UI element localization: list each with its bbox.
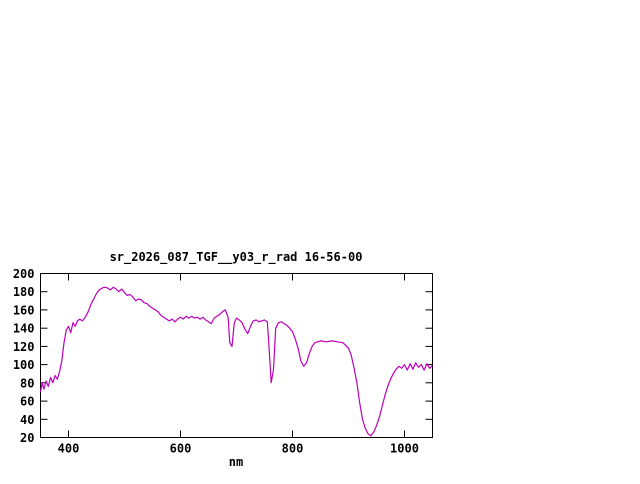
data-series-line <box>39 286 433 437</box>
y-tick-label: 120 <box>13 340 35 354</box>
y-tick-label: 100 <box>13 358 35 372</box>
y-tick-label: 80 <box>20 376 34 390</box>
y-tick-label: 40 <box>20 413 34 427</box>
ticks-layer: 400 600 800 1000 20 40 60 80 100 120 140 160 180 200 <box>13 267 433 456</box>
y-tick-label: 200 <box>13 267 35 281</box>
chart-title: sr_2026_087_TGF__y03_r_rad 16-56-00 <box>110 250 363 265</box>
y-tick-label: 160 <box>13 303 35 317</box>
series-layer <box>39 286 433 437</box>
plot-border <box>40 273 433 438</box>
x-axis-label: nm <box>229 455 243 469</box>
x-tick-label: 1000 <box>390 442 419 456</box>
x-tick-label: 800 <box>282 442 304 456</box>
x-tick-label: 600 <box>170 442 192 456</box>
y-tick-label: 60 <box>20 395 34 409</box>
y-tick-label: 140 <box>13 322 35 336</box>
y-tick-label: 20 <box>20 431 34 445</box>
x-tick-label: 400 <box>58 442 80 456</box>
y-tick-label: 180 <box>13 285 35 299</box>
